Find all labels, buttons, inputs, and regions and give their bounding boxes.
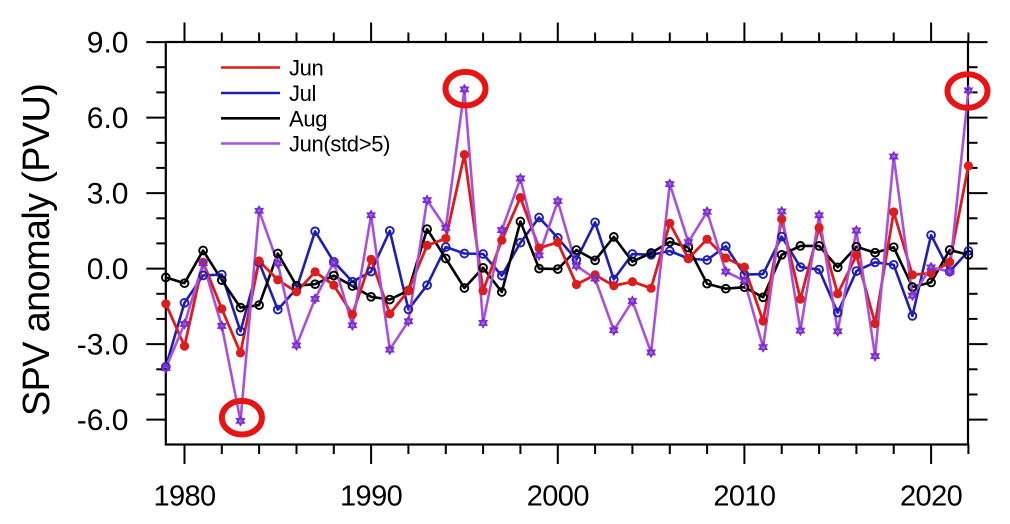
svg-text:0.0: 0.0: [87, 253, 129, 286]
svg-text:Aug: Aug: [289, 107, 327, 132]
svg-text:1980: 1980: [153, 481, 215, 513]
svg-text:Jul: Jul: [289, 81, 316, 106]
svg-text:Jun(std>5): Jun(std>5): [289, 132, 390, 157]
svg-text:2010: 2010: [713, 481, 775, 513]
svg-text:-3.0: -3.0: [77, 328, 129, 361]
svg-text:3.0: 3.0: [87, 177, 129, 210]
svg-text:1990: 1990: [340, 481, 402, 513]
svg-text:9.0: 9.0: [87, 26, 129, 59]
svg-text:SPV anomaly (PVU): SPV anomaly (PVU): [16, 84, 58, 416]
svg-text:-6.0: -6.0: [77, 404, 129, 437]
svg-text:2020: 2020: [900, 481, 962, 513]
svg-text:2000: 2000: [527, 481, 589, 513]
svg-text:Jun: Jun: [289, 56, 323, 81]
svg-text:6.0: 6.0: [87, 102, 129, 135]
